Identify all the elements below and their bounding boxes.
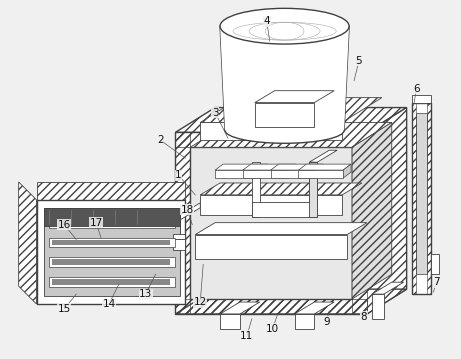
Bar <box>160 220 180 259</box>
Bar <box>372 294 384 319</box>
Polygon shape <box>215 170 260 178</box>
Bar <box>49 257 176 267</box>
Bar <box>49 218 176 228</box>
Bar <box>200 195 342 215</box>
Bar <box>53 279 171 285</box>
Polygon shape <box>367 108 407 314</box>
Bar <box>190 147 352 299</box>
Polygon shape <box>412 95 431 103</box>
Polygon shape <box>343 164 351 178</box>
Bar <box>53 239 171 246</box>
Polygon shape <box>255 91 334 103</box>
Bar <box>44 208 180 296</box>
Bar <box>252 162 260 217</box>
Bar <box>49 277 176 287</box>
Polygon shape <box>295 302 334 314</box>
Polygon shape <box>190 122 392 147</box>
Text: 2: 2 <box>157 135 164 145</box>
Text: 7: 7 <box>433 277 440 287</box>
Polygon shape <box>288 164 296 178</box>
Polygon shape <box>220 302 260 314</box>
Bar <box>412 103 431 294</box>
Bar <box>36 200 185 304</box>
Ellipse shape <box>225 117 344 143</box>
Bar <box>431 255 439 274</box>
Text: 11: 11 <box>240 331 254 341</box>
Bar <box>309 162 317 217</box>
Text: 5: 5 <box>356 56 362 66</box>
Text: 14: 14 <box>102 299 116 309</box>
Text: 4: 4 <box>263 16 270 26</box>
Text: 8: 8 <box>361 312 367 322</box>
Bar <box>49 238 176 247</box>
Polygon shape <box>309 150 337 162</box>
Polygon shape <box>173 234 185 238</box>
Polygon shape <box>36 291 185 304</box>
Polygon shape <box>271 170 315 178</box>
Bar <box>295 314 314 329</box>
Bar <box>195 234 347 259</box>
Bar <box>173 238 185 251</box>
Polygon shape <box>220 26 349 130</box>
Polygon shape <box>352 122 392 299</box>
Polygon shape <box>176 289 407 314</box>
Polygon shape <box>309 162 317 217</box>
Text: 1: 1 <box>175 170 182 180</box>
Polygon shape <box>271 164 323 170</box>
Bar <box>53 259 171 265</box>
Polygon shape <box>200 98 382 122</box>
Bar <box>176 132 367 314</box>
Text: 3: 3 <box>212 108 219 117</box>
Bar <box>53 220 171 226</box>
Polygon shape <box>243 170 288 178</box>
Polygon shape <box>298 170 343 178</box>
Polygon shape <box>160 215 180 220</box>
Text: 18: 18 <box>181 205 194 215</box>
Bar <box>255 103 314 127</box>
Text: 15: 15 <box>58 304 71 314</box>
Bar <box>200 122 342 140</box>
Polygon shape <box>200 183 362 195</box>
Polygon shape <box>36 182 185 200</box>
Polygon shape <box>315 164 323 178</box>
Polygon shape <box>180 203 200 220</box>
Text: 6: 6 <box>413 84 420 94</box>
Polygon shape <box>18 182 36 304</box>
Ellipse shape <box>220 8 349 44</box>
Polygon shape <box>260 164 268 178</box>
Polygon shape <box>298 164 351 170</box>
Text: 10: 10 <box>266 324 279 334</box>
Polygon shape <box>176 108 407 132</box>
Bar <box>220 314 240 329</box>
Polygon shape <box>195 223 367 234</box>
Text: 9: 9 <box>323 317 330 327</box>
Bar <box>252 202 317 217</box>
Text: 13: 13 <box>139 289 152 299</box>
Text: 17: 17 <box>89 218 103 228</box>
Polygon shape <box>243 164 296 170</box>
Polygon shape <box>372 282 404 294</box>
Bar <box>415 112 427 274</box>
Bar <box>44 208 180 226</box>
Text: 16: 16 <box>58 220 71 230</box>
Text: 12: 12 <box>194 297 207 307</box>
Polygon shape <box>215 164 268 170</box>
